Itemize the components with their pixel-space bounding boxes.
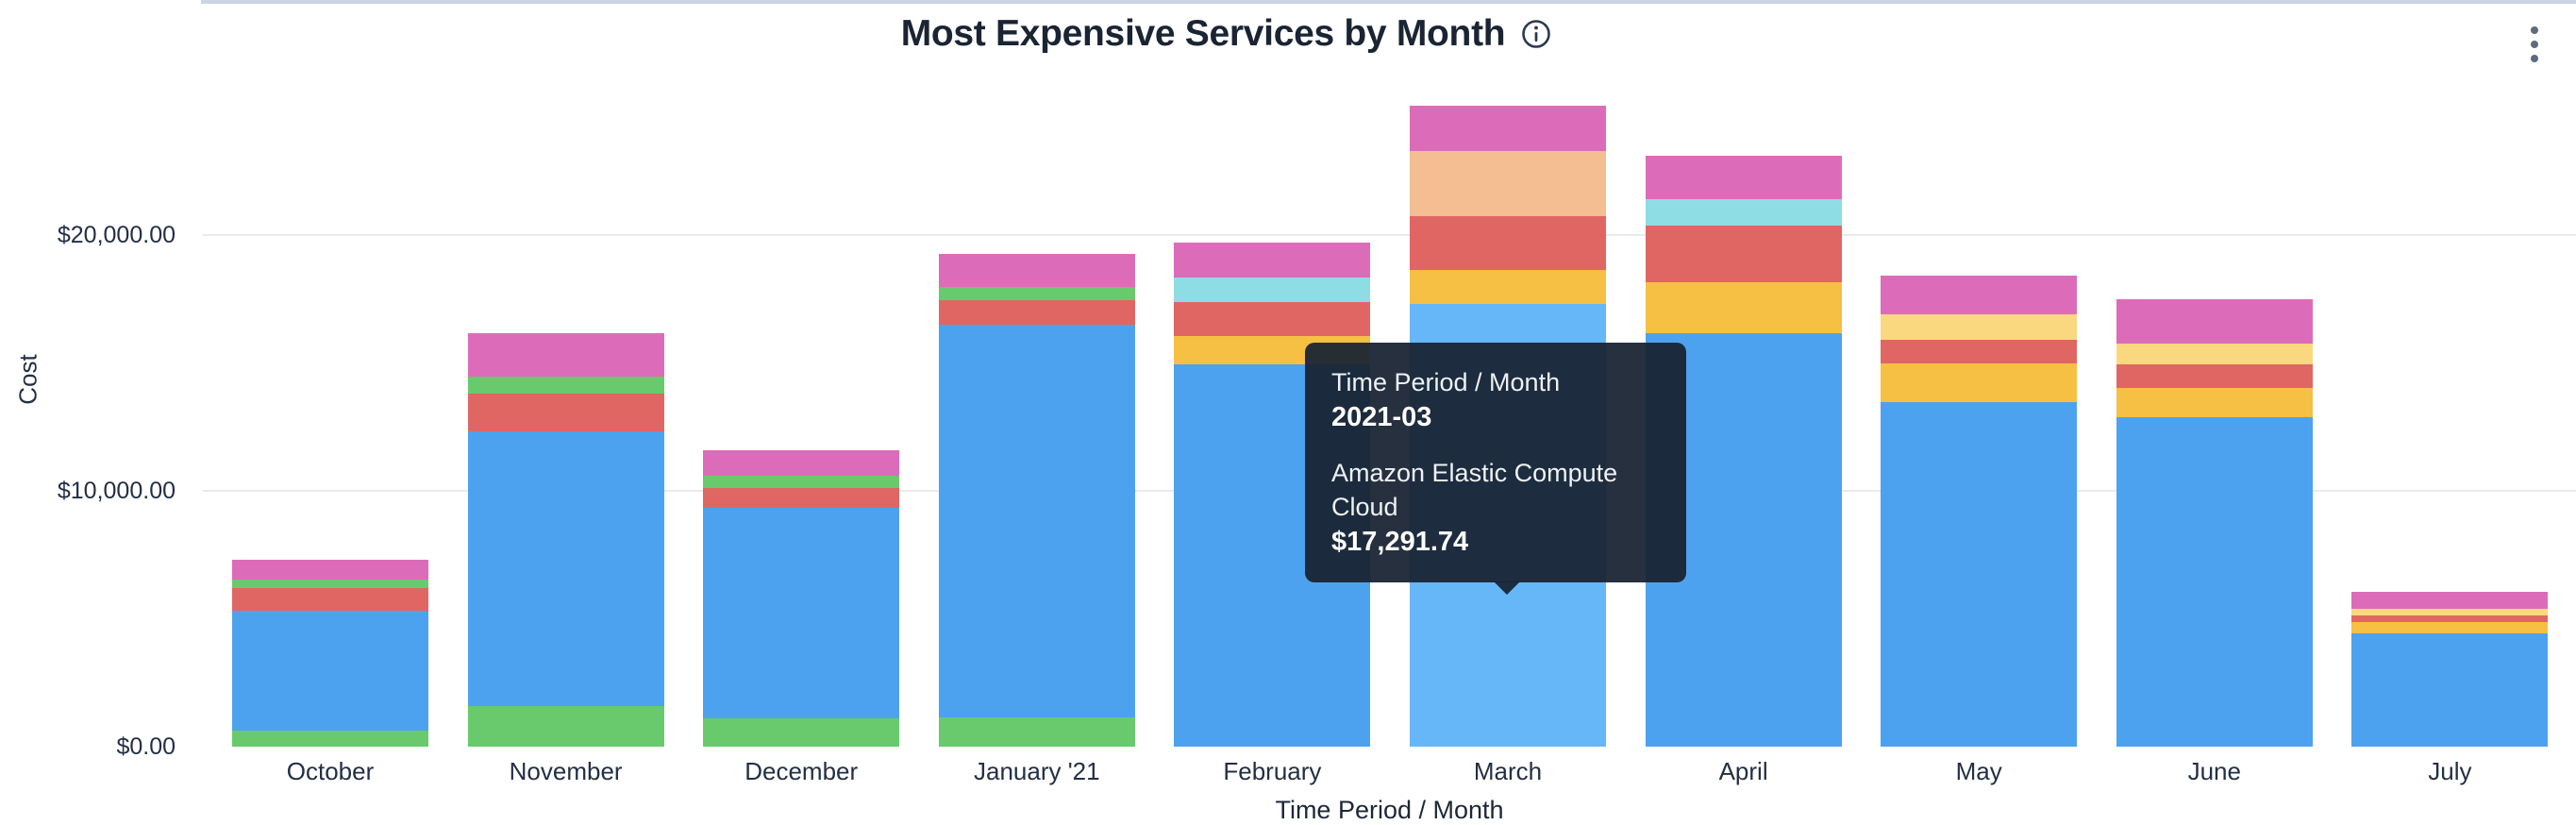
bar-segment-blue[interactable] bbox=[232, 610, 428, 731]
tooltip-arrow bbox=[1494, 581, 1520, 595]
gridline bbox=[203, 234, 2576, 236]
y-tick-label: $20,000.00 bbox=[57, 222, 176, 248]
tooltip: Time Period / Month 2021-03 Amazon Elast… bbox=[1305, 343, 1686, 595]
bar-segment-blue[interactable] bbox=[1881, 401, 2078, 747]
tooltip-dimension-value: 2021-03 bbox=[1331, 402, 1432, 432]
bar-segment-amber[interactable] bbox=[1881, 362, 2078, 402]
x-tick-label: May bbox=[1955, 757, 2002, 785]
bar-segment-red[interactable] bbox=[1410, 216, 1606, 271]
bar-segment-green[interactable] bbox=[703, 475, 900, 488]
x-tick-label: February bbox=[1223, 757, 1322, 785]
bar-segment-pale_yellow[interactable] bbox=[1881, 313, 2078, 340]
y-axis-title: Cost bbox=[13, 354, 42, 405]
kebab-dot bbox=[2531, 26, 2538, 34]
tooltip-service-label: Amazon Elastic Compute Cloud bbox=[1331, 459, 1618, 521]
bar-segment-red[interactable] bbox=[1645, 225, 1842, 282]
bar-january-21[interactable] bbox=[938, 253, 1135, 747]
bar-segment-red[interactable] bbox=[2351, 615, 2549, 622]
bar-segment-blue[interactable] bbox=[938, 324, 1135, 717]
bar-july[interactable] bbox=[2351, 591, 2549, 747]
bar-segment-green[interactable] bbox=[232, 579, 428, 588]
x-tick-label: July bbox=[2428, 757, 2472, 785]
x-tick-label: March bbox=[1473, 757, 1543, 785]
bar-december[interactable] bbox=[703, 449, 900, 747]
bar-segment-red[interactable] bbox=[703, 487, 900, 508]
bar-segment-green[interactable] bbox=[703, 717, 900, 747]
kebab-dot bbox=[2531, 41, 2538, 48]
bar-segment-amber[interactable] bbox=[2351, 621, 2549, 633]
tooltip-dimension-label: Time Period / Month bbox=[1331, 368, 1561, 396]
tooltip-group-service: Amazon Elastic Compute Cloud $17,291.74 bbox=[1331, 456, 1660, 560]
bar-segment-amber[interactable] bbox=[1410, 270, 1606, 305]
bar-segment-red[interactable] bbox=[232, 587, 428, 611]
bar-segment-teal[interactable] bbox=[1174, 277, 1371, 302]
bar-segment-blue[interactable] bbox=[2116, 416, 2313, 747]
bar-segment-blue[interactable] bbox=[703, 507, 900, 718]
bar-segment-green[interactable] bbox=[467, 376, 664, 394]
bar-segment-pale_yellow[interactable] bbox=[2351, 608, 2549, 615]
bar-segment-teal[interactable] bbox=[1645, 198, 1842, 226]
bar-segment-green[interactable] bbox=[467, 705, 664, 747]
bar-segment-red[interactable] bbox=[938, 299, 1135, 325]
bar-october[interactable] bbox=[232, 559, 428, 747]
x-axis-title: Time Period / Month bbox=[1275, 796, 1504, 824]
bar-segment-pink[interactable] bbox=[1174, 242, 1371, 278]
bar-segment-blue[interactable] bbox=[2351, 632, 2549, 747]
tooltip-service-value: $17,291.74 bbox=[1331, 527, 1469, 557]
x-tick-label: November bbox=[509, 757, 623, 785]
bar-segment-pink[interactable] bbox=[232, 559, 428, 580]
x-tick-label: December bbox=[744, 757, 859, 785]
y-tick-label: $10,000.00 bbox=[57, 478, 176, 504]
tooltip-group-month: Time Period / Month 2021-03 bbox=[1331, 365, 1660, 435]
kebab-vertical-icon[interactable] bbox=[2516, 26, 2553, 87]
chart-title: Most Expensive Services by Month bbox=[900, 13, 1506, 54]
kebab-dot bbox=[2531, 55, 2538, 62]
info-circle-icon[interactable] bbox=[1520, 18, 1552, 50]
bar-segment-peach[interactable] bbox=[1410, 151, 1606, 217]
bar-segment-pale_yellow[interactable] bbox=[2116, 343, 2313, 364]
x-tick-label: October bbox=[286, 757, 375, 785]
bar-segment-red[interactable] bbox=[2116, 363, 2313, 388]
bar-segment-pink[interactable] bbox=[1410, 106, 1606, 152]
bar-segment-red[interactable] bbox=[1881, 339, 2078, 363]
bar-segment-green[interactable] bbox=[938, 286, 1135, 300]
x-tick-label: April bbox=[1718, 757, 1768, 785]
bar-segment-pink[interactable] bbox=[467, 332, 664, 377]
x-tick-label: January '21 bbox=[973, 757, 1100, 785]
x-axis-line bbox=[201, 0, 2576, 4]
bar-segment-pink[interactable] bbox=[1881, 275, 2078, 314]
bar-segment-blue[interactable] bbox=[467, 430, 664, 706]
bar-segment-amber[interactable] bbox=[1645, 281, 1842, 333]
bar-may[interactable] bbox=[1881, 275, 2078, 747]
bar-february[interactable] bbox=[1174, 242, 1371, 747]
bar-segment-pink[interactable] bbox=[2351, 591, 2549, 609]
bar-november[interactable] bbox=[467, 332, 664, 747]
bar-segment-pink[interactable] bbox=[938, 253, 1135, 287]
bar-segment-green[interactable] bbox=[232, 730, 428, 747]
bar-segment-pink[interactable] bbox=[703, 449, 900, 476]
bar-june[interactable] bbox=[2116, 298, 2313, 747]
chart-header: Most Expensive Services by Month bbox=[0, 9, 2453, 59]
bar-segment-green[interactable] bbox=[938, 716, 1135, 747]
bar-segment-pink[interactable] bbox=[1645, 155, 1842, 199]
bar-segment-amber[interactable] bbox=[2116, 387, 2313, 417]
bar-segment-red[interactable] bbox=[1174, 301, 1371, 336]
bar-segment-pink[interactable] bbox=[2116, 298, 2313, 344]
x-tick-label: June bbox=[2187, 757, 2241, 785]
y-tick-label: $0.00 bbox=[116, 733, 176, 760]
bar-segment-red[interactable] bbox=[467, 393, 664, 431]
